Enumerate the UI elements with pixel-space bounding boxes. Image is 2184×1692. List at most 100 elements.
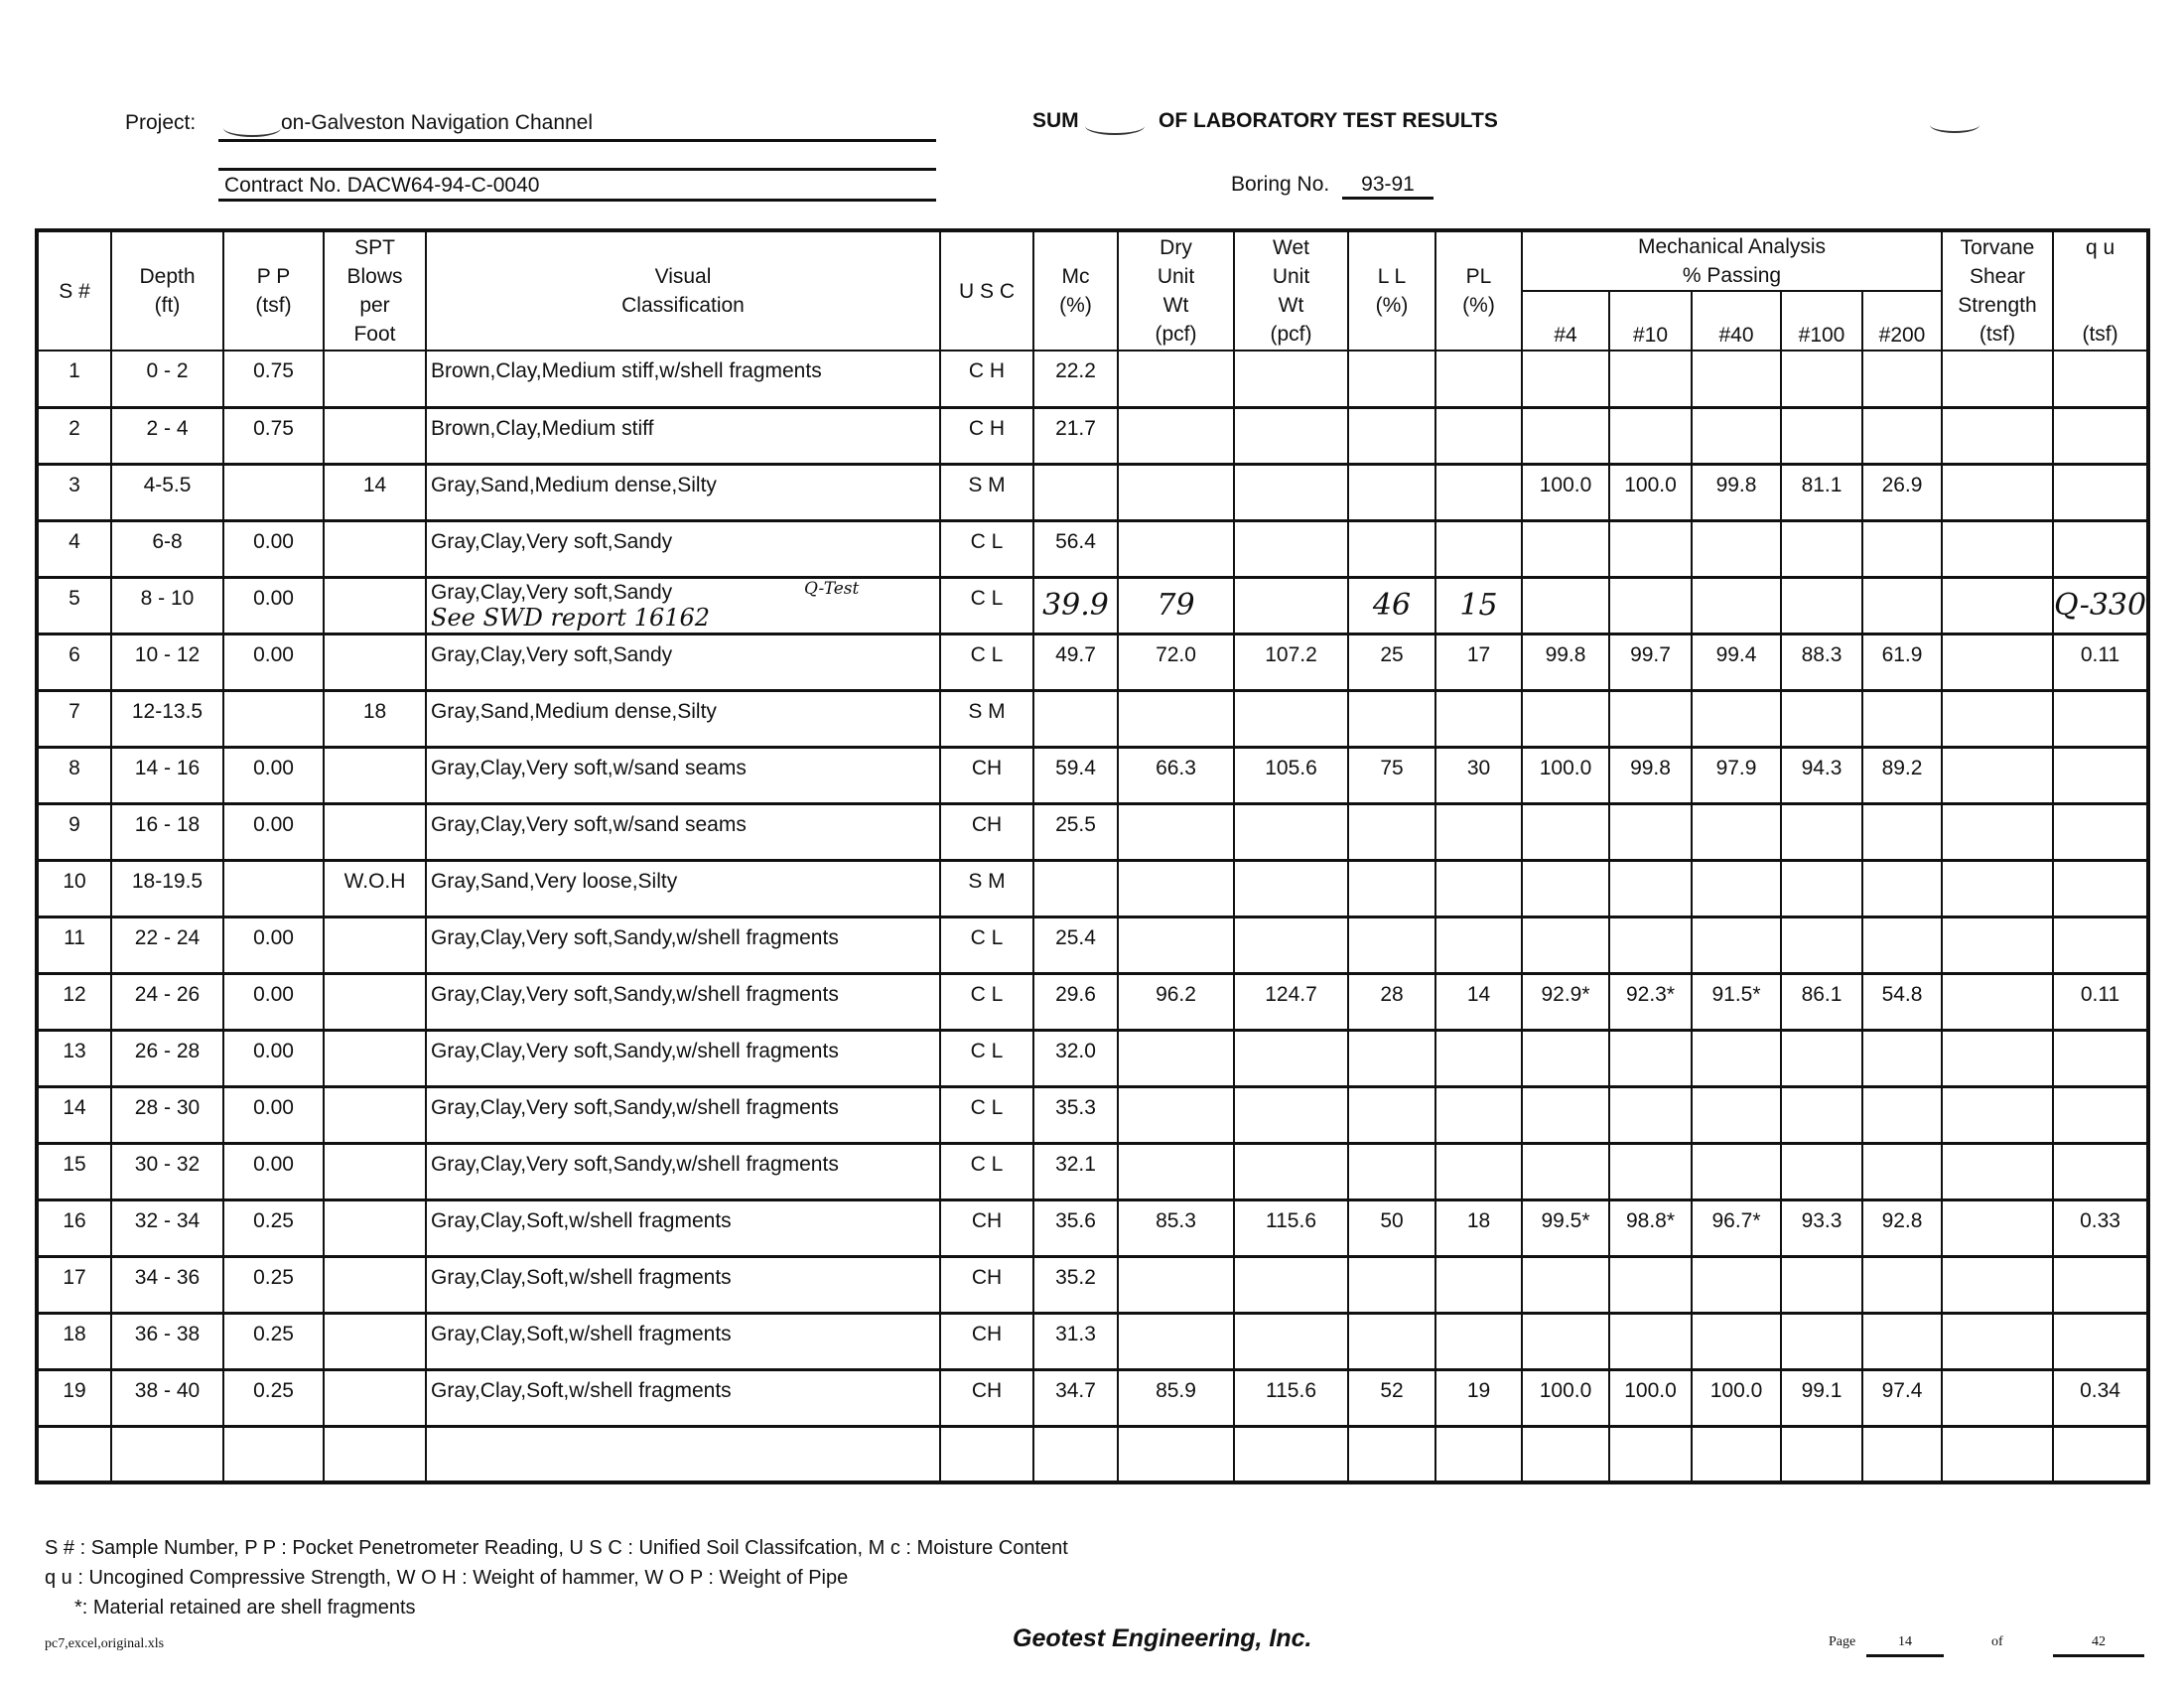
cell-qu <box>2051 859 2150 918</box>
cell-sieve-40 <box>1691 689 1782 749</box>
cell-sieve-10: 98.8* <box>1608 1198 1693 1258</box>
cell-ll: 25 <box>1347 633 1436 692</box>
table-row: 17 34 - 36 0.25 Gray,Clay,Soft,w/shell frag… <box>36 1255 2150 1315</box>
cell-pl <box>1434 802 1523 862</box>
page-label: Page <box>1829 1634 1856 1649</box>
boring-label: Boring No. <box>1231 173 1330 196</box>
cell-torvane <box>1941 633 2054 692</box>
cell-dry-unit-wt <box>1117 519 1235 579</box>
cell-torvane <box>1941 802 2054 862</box>
cell-sieve-10 <box>1608 1255 1693 1315</box>
cell-mc: 49.7 <box>1032 633 1119 692</box>
cell-spt-blows <box>323 350 427 409</box>
cell-mc <box>1032 463 1119 522</box>
cell-mc: 22.2 <box>1032 350 1119 409</box>
cell-depth: 28 - 30 <box>110 1085 224 1145</box>
cell-qu <box>2051 802 2150 862</box>
cell-dry-unit-wt: 96.2 <box>1117 972 1235 1032</box>
cell-dry-unit-wt <box>1117 1312 1235 1371</box>
cell-sieve-10 <box>1608 1142 1693 1201</box>
cell-sieve-10: 100.0 <box>1608 463 1693 522</box>
cell-sieve-4 <box>1521 802 1610 862</box>
cell-wet-unit-wt <box>1233 350 1349 409</box>
cell-sieve-4 <box>1521 1085 1610 1145</box>
cell-sieve-200: 92.8 <box>1861 1198 1943 1258</box>
cell-spt-blows <box>323 1368 427 1428</box>
cell-qu: 0.34 <box>2051 1368 2150 1428</box>
cell-torvane <box>1941 576 2054 635</box>
legend-line-3: *: Material retained are shell fragments <box>74 1597 416 1619</box>
cell-sieve-200 <box>1861 689 1943 749</box>
cell-sample-number <box>36 1425 112 1484</box>
contract-number: Contract No. DACW64-94-C-0040 <box>224 174 540 197</box>
cell-visual-classification: Gray,Clay,Very soft,Sandy,w/shell fragme… <box>425 1142 941 1201</box>
cell-sieve-10: 92.3* <box>1608 972 1693 1032</box>
cell-mc: 35.2 <box>1032 1255 1119 1315</box>
cell-pl: 30 <box>1434 746 1523 805</box>
cell-mc: 39.9 <box>1032 576 1119 635</box>
cell-wet-unit-wt <box>1233 1255 1349 1315</box>
cell-wet-unit-wt <box>1233 1142 1349 1201</box>
cell-torvane <box>1941 1255 2054 1315</box>
cell-mc: 35.3 <box>1032 1085 1119 1145</box>
cell-sieve-40 <box>1691 1029 1782 1088</box>
cell-usc: C L <box>939 519 1034 579</box>
cell-usc: C L <box>939 633 1034 692</box>
cell-spt-blows <box>323 1085 427 1145</box>
cell-wet-unit-wt <box>1233 859 1349 918</box>
cell-sieve-4 <box>1521 689 1610 749</box>
col-sieve-4: #4 <box>1521 290 1610 352</box>
table-row: 14 28 - 30 0.00 Gray,Clay,Very soft,Sandy,w… <box>36 1085 2150 1145</box>
cell-visual-classification: Brown,Clay,Medium stiff <box>425 406 941 466</box>
cell-pl <box>1434 1312 1523 1371</box>
cell-sieve-100 <box>1780 1142 1863 1201</box>
cell-torvane <box>1941 1368 2054 1428</box>
cell-pp: 0.00 <box>222 519 325 579</box>
cell-sieve-4 <box>1521 1312 1610 1371</box>
cell-dry-unit-wt <box>1117 1085 1235 1145</box>
cell-depth: 24 - 26 <box>110 972 224 1032</box>
cell-visual-classification: Gray,Clay,Very soft,w/sand seams <box>425 746 941 805</box>
cell-sample-number: 8 <box>36 746 112 805</box>
cell-ll <box>1347 1425 1436 1484</box>
cell-spt-blows <box>323 633 427 692</box>
cell-visual-classification: Gray,Clay,Very soft,Sandy,w/shell fragme… <box>425 972 941 1032</box>
cell-wet-unit-wt <box>1233 406 1349 466</box>
cell-sample-number: 7 <box>36 689 112 749</box>
cell-sample-number: 10 <box>36 859 112 918</box>
col-dry-unit-wt: Dry Unit Wt (pcf) <box>1117 229 1235 352</box>
cell-sieve-10 <box>1608 406 1693 466</box>
cell-sieve-200 <box>1861 859 1943 918</box>
cell-sieve-200 <box>1861 406 1943 466</box>
cell-sieve-100 <box>1780 916 1863 975</box>
col-pp: P P (tsf) <box>222 229 325 352</box>
page-total: 42 <box>2053 1634 2144 1657</box>
cell-depth: 38 - 40 <box>110 1368 224 1428</box>
cell-spt-blows: 18 <box>323 689 427 749</box>
cell-visual-classification: Gray,Clay,Soft,w/shell fragments <box>425 1312 941 1371</box>
cell-sieve-4: 100.0 <box>1521 746 1610 805</box>
cell-visual-classification: Gray,Clay,Soft,w/shell fragments <box>425 1368 941 1428</box>
cell-usc: CH <box>939 1312 1034 1371</box>
cell-sieve-10 <box>1608 1085 1693 1145</box>
cell-sieve-100 <box>1780 350 1863 409</box>
cell-sieve-10: 99.8 <box>1608 746 1693 805</box>
divider <box>218 139 936 142</box>
cell-qu <box>2051 406 2150 466</box>
classification-text: Gray,Clay,Very soft,Sandy <box>431 580 673 604</box>
cell-pp: 0.00 <box>222 746 325 805</box>
cell-pl: 15 <box>1434 576 1523 635</box>
cell-sieve-4 <box>1521 350 1610 409</box>
cell-sieve-200 <box>1861 916 1943 975</box>
cell-sample-number: 6 <box>36 633 112 692</box>
scan-mark <box>223 119 281 137</box>
col-mc: Mc (%) <box>1032 229 1119 352</box>
cell-sieve-10 <box>1608 519 1693 579</box>
cell-sieve-100: 88.3 <box>1780 633 1863 692</box>
cell-torvane <box>1941 859 2054 918</box>
cell-pl <box>1434 689 1523 749</box>
cell-torvane <box>1941 350 2054 409</box>
col-visual-classification: Visual Classification <box>425 229 941 352</box>
table-row: 16 32 - 34 0.25 Gray,Clay,Soft,w/shell frag… <box>36 1198 2150 1258</box>
cell-ll <box>1347 1255 1436 1315</box>
